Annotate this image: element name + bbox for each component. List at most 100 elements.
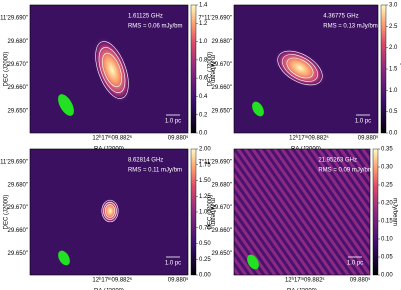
colorbar-label: mJy/beam [209, 55, 215, 83]
frame [233, 148, 371, 276]
rms: RMS = 0.13 mJy/bm [323, 24, 378, 30]
x-tick-label: 12ʰ17ᵐ09.882ˢ [285, 277, 324, 284]
y-tick-label: 29.680" [212, 39, 232, 45]
colorbar-tick-label: 0.6 [199, 76, 208, 82]
y-tick-label: 29.670" [212, 62, 232, 68]
source-emission [92, 36, 132, 104]
y-tick-label: 7°11'29.690" [198, 16, 232, 22]
y-tick-label: 29.660" [212, 228, 232, 234]
y-axis-label: DEC (J2000) [208, 52, 214, 87]
colorbar-tick-label: 0.20 [381, 201, 393, 207]
y-tick-label: 7°11'29.690" [0, 160, 28, 166]
colorbar-tick-label: 0.75 [199, 225, 211, 231]
y-tick-label: 29.650" [212, 108, 232, 114]
y-axis-label: DEC (J2000) [208, 195, 214, 230]
colorbar-tick-label: 0.0 [389, 131, 398, 137]
y-axis-label: DEC (J2000) [4, 195, 10, 230]
rms: RMS = 0.09 mJy/bm [318, 168, 373, 174]
colorbar [190, 4, 197, 134]
y-tick-label: 29.670" [8, 205, 28, 211]
beam [252, 101, 264, 117]
frame [29, 148, 189, 276]
y-tick-label: 29.680" [8, 39, 28, 45]
colorbar-tick-label: 3.0 [389, 3, 398, 9]
colorbar-tick-label: 0.4 [199, 94, 208, 100]
contour [282, 54, 318, 82]
colorbar [380, 4, 387, 134]
y-tick-label: 29.650" [8, 108, 28, 114]
colorbar-tick-label: 1.25 [199, 194, 211, 200]
colorbar [190, 148, 197, 276]
source-emission [273, 48, 327, 88]
contour [286, 57, 314, 79]
contour [103, 202, 117, 220]
colorbar-tick-label: 1.50 [199, 178, 211, 184]
colorbar-tick-label: 0.5 [389, 109, 398, 115]
y-tick-label: 29.650" [212, 251, 232, 257]
frequency: 4.36775 GHz [323, 14, 358, 20]
colorbar-tick-label: 0.2 [199, 112, 208, 118]
colorbar-tick-label: 1.75 [199, 162, 211, 168]
x-tick-label: 09.880ˢ [358, 136, 378, 142]
colorbar-tick-label: 2.5 [389, 24, 398, 30]
contour [98, 47, 126, 93]
beam [58, 250, 70, 266]
y-tick-label: 29.680" [212, 182, 232, 188]
colorbar-label: mJy/beam [399, 55, 401, 83]
frame [233, 4, 379, 134]
colorbar-tick-label: 0.10 [381, 237, 393, 243]
colorbar-tick-label: 0.35 [381, 147, 393, 153]
scale-bar-label: 1.0 pc [165, 119, 181, 125]
y-axis-label: DEC (J2000) [4, 52, 10, 87]
x-tick-label: 12ʰ17ᵐ09.882ˢ [92, 135, 131, 142]
x-axis-label: RA (J2000) [287, 289, 317, 290]
colorbar-tick-label: 1.5 [389, 67, 398, 73]
colorbar-tick-label: 0.50 [199, 241, 211, 247]
colorbar-tick-label: 0.25 [381, 183, 393, 189]
x-axis-label: RA (J2000) [94, 289, 124, 290]
y-tick-label: 29.650" [8, 251, 28, 257]
y-tick-label: 29.660" [8, 228, 28, 234]
colorbar-tick-label: 0.8 [199, 57, 208, 63]
colorbar-tick-label: 0.15 [381, 219, 393, 225]
frequency: 1.61125 GHz [128, 14, 163, 20]
contour [102, 52, 122, 88]
y-tick-label: 29.660" [8, 85, 28, 91]
x-tick-label: 09.880ˢ [168, 136, 188, 142]
colorbar-tick-label: 0.0 [199, 131, 208, 137]
colorbar-tick-label: 1.0 [389, 88, 398, 94]
rms: RMS = 0.11 mJy/bm [128, 168, 182, 174]
contour [104, 204, 116, 218]
frequency: 21.95263 GHz [318, 158, 357, 164]
colorbar-tick-label: 0.00 [381, 273, 393, 279]
y-tick-label: 29.660" [212, 85, 232, 91]
contour [277, 50, 323, 86]
colorbar-tick-label: 0.00 [199, 273, 211, 279]
colorbar [372, 148, 379, 276]
colorbar-tick-label: 1.00 [199, 210, 211, 216]
x-tick-label: 09.880ˢ [350, 278, 370, 284]
y-tick-label: 29.670" [8, 62, 28, 68]
beam [58, 94, 74, 116]
y-tick-label: 7°11'29.690" [198, 160, 232, 166]
colorbar-tick-label: 1.0 [199, 39, 208, 45]
frequency: 8.62814 GHz [128, 158, 163, 164]
x-tick-label: 09.880ˢ [168, 278, 188, 284]
colorbar-tick-label: 0.30 [381, 165, 393, 171]
beam [247, 254, 259, 270]
colorbar-tick-label: 0.25 [199, 257, 211, 263]
rms: RMS = 0.06 mJy/bm [128, 24, 183, 30]
scale-bar-label: 1.0 pc [355, 119, 371, 125]
colorbar-tick-label: 1.4 [199, 3, 208, 9]
y-tick-label: 29.680" [8, 182, 28, 188]
colorbar-tick-label: 0.05 [381, 255, 393, 261]
scale-bar-label: 1.0 pc [165, 261, 181, 267]
y-tick-label: 7°11'29.690" [0, 16, 28, 22]
contour [95, 41, 129, 99]
colorbar-label: mJy/beam [391, 198, 397, 226]
x-tick-label: 12ʰ17ᵐ09.882ˢ [289, 135, 328, 142]
scale-bar-label: 1.0 pc [347, 261, 363, 267]
contour [101, 199, 119, 223]
colorbar-tick-label: 1.2 [199, 21, 208, 27]
